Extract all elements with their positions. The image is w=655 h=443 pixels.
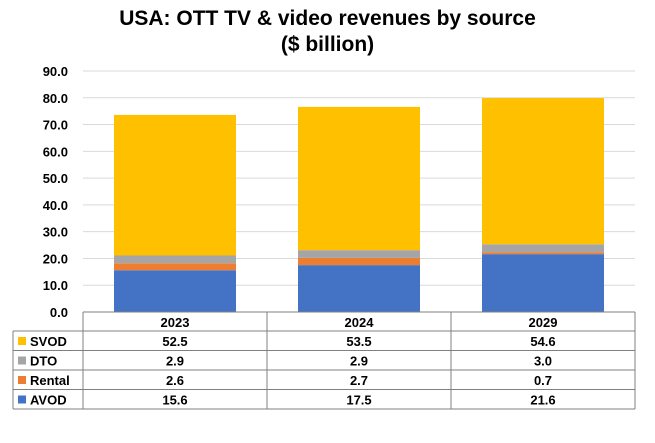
legend-key-rental [18, 376, 26, 384]
x-category-label: 2023 [161, 315, 190, 330]
bar-segment-dto [298, 250, 420, 258]
bar-segment-rental [114, 263, 236, 271]
bar-segment-dto [482, 244, 604, 253]
table-value: 17.5 [346, 393, 371, 408]
table-value: 54.6 [530, 334, 555, 349]
table-value: 21.6 [530, 393, 555, 408]
table-value: 2.9 [350, 354, 368, 369]
x-category-label: 2024 [345, 315, 375, 330]
bar-segment-avod [298, 265, 420, 312]
x-category-label: 2029 [529, 315, 558, 330]
chart-title-line2: ($ billion) [280, 33, 375, 56]
y-tick-label: 80.0 [43, 91, 68, 106]
chart-title-line1: USA: OTT TV & video revenues by source [119, 7, 536, 30]
legend-label-avod: AVOD [30, 393, 67, 408]
table-value: 52.5 [162, 334, 187, 349]
legend-label-rental: Rental [30, 373, 70, 388]
y-tick-label: 60.0 [43, 144, 68, 159]
bar-segment-svod [114, 114, 236, 256]
legend-key-avod [18, 395, 26, 404]
y-tick-label: 70.0 [43, 118, 68, 133]
table-value: 3.0 [534, 354, 552, 369]
bar-segment-avod [114, 270, 236, 312]
y-tick-label: 50.0 [43, 171, 68, 186]
legend-label-svod: SVOD [30, 334, 67, 349]
y-tick-label: 10.0 [43, 278, 68, 293]
bar-segment-svod [298, 106, 420, 251]
table-value: 2.7 [350, 373, 368, 388]
table-value: 0.7 [534, 373, 552, 388]
y-tick-label: 20.0 [43, 251, 68, 266]
bar-segment-svod [482, 98, 604, 245]
legend-key-svod [18, 337, 26, 345]
y-tick-label: 90.0 [43, 64, 68, 79]
bars [114, 98, 604, 312]
legend-label-dto: DTO [30, 354, 57, 369]
y-tick-label: 30.0 [43, 225, 68, 240]
bar-segment-rental [482, 252, 604, 255]
y-tick-label: 0.0 [50, 305, 68, 320]
bar-segment-rental [298, 257, 420, 266]
y-axis: 0.0 10.0 20.0 30.0 40.0 50.0 60.0 70.0 80.0 90.0 [43, 64, 68, 320]
y-tick-label: 40.0 [43, 198, 68, 213]
legend-key-dto [18, 356, 26, 365]
table-value: 2.9 [166, 354, 184, 369]
data-table: 2023 2024 2029 SVOD 52.5 53.5 54.6 DTO 2.9 2.9 3.0… [12, 311, 636, 410]
table-value: 53.5 [346, 334, 371, 349]
table-value: 15.6 [162, 393, 187, 408]
table-value: 2.6 [166, 373, 184, 388]
bar-segment-dto [114, 255, 236, 264]
bar-segment-avod [482, 254, 604, 312]
chart-title: USA: OTT TV & video revenues by source (… [0, 6, 655, 58]
